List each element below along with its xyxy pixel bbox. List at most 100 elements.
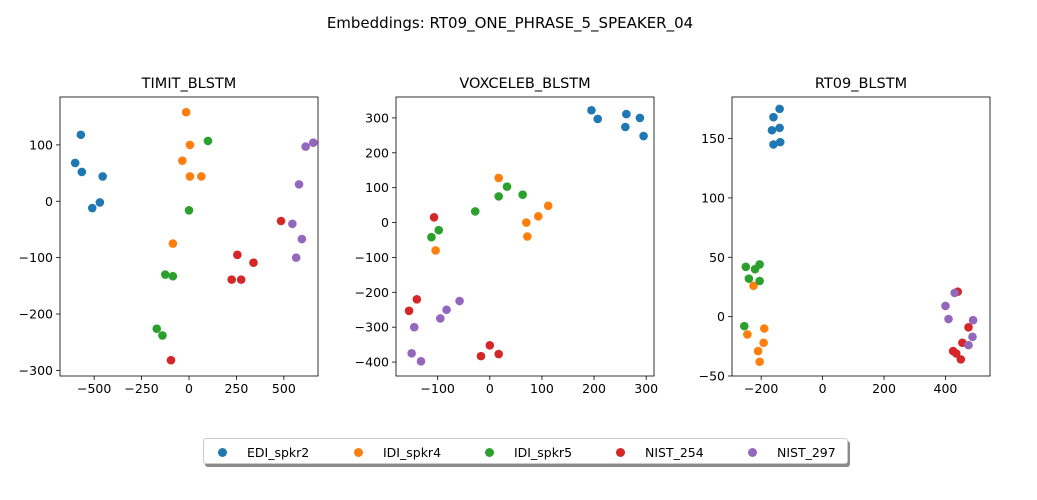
x-tick-label: 0 xyxy=(819,381,827,396)
scatter-point xyxy=(753,346,763,356)
legend-marker xyxy=(485,447,494,457)
scatter-point xyxy=(168,271,178,281)
scatter-point xyxy=(533,211,543,221)
scatter-point xyxy=(964,340,973,350)
scatter-point xyxy=(523,232,532,241)
x-tick-label: 250 xyxy=(224,381,248,396)
scatter-point xyxy=(185,172,195,181)
subplot-title: TIMIT_BLSTM xyxy=(141,76,237,92)
scatter-point xyxy=(77,167,87,177)
scatter-point xyxy=(288,219,297,229)
scatter-point xyxy=(769,112,778,122)
scatter-point xyxy=(184,205,194,215)
subplot-title: VOXCELEB_BLSTM xyxy=(459,76,590,92)
scatter-point xyxy=(412,294,422,304)
scatter-point xyxy=(416,357,426,366)
scatter-point xyxy=(968,332,977,342)
scatter-point xyxy=(233,250,242,260)
scatter-point xyxy=(476,351,486,361)
scatter-point xyxy=(749,281,758,291)
scatter-point xyxy=(185,140,195,150)
scatter-point xyxy=(743,330,752,339)
scatter-point xyxy=(76,130,86,140)
y-tick-label: 200 xyxy=(365,145,389,160)
y-tick-label: 0 xyxy=(45,194,53,209)
legend-marker xyxy=(616,447,625,457)
y-tick-label: 0 xyxy=(717,309,725,324)
x-tick-label: 300 xyxy=(634,381,658,396)
legend-item-idi-spkr4: IDI_spkr4 xyxy=(354,439,441,465)
scatter-point xyxy=(166,355,176,365)
scatter-point xyxy=(434,225,444,235)
scatter-point xyxy=(767,125,777,135)
scatter-point xyxy=(404,306,414,316)
legend-label: IDI_spkr4 xyxy=(383,444,442,460)
scatter-point xyxy=(236,275,246,284)
scatter-point xyxy=(744,274,754,283)
subplot-timit-blstm: TIMIT_BLSTM −500 −250 0 250 500 −300 −200 −100 0… xyxy=(19,76,319,396)
plot-frame xyxy=(731,96,991,377)
y-tick-label: 150 xyxy=(701,131,725,146)
scatter-point xyxy=(485,341,495,350)
scatter-point xyxy=(427,232,436,242)
legend-marker xyxy=(218,447,227,457)
y-tick-label: 0 xyxy=(381,215,389,230)
y-tick-label: 100 xyxy=(701,190,725,205)
y-tick-label: −200 xyxy=(19,307,53,322)
scatter-point xyxy=(587,105,596,115)
scatter-point xyxy=(152,324,162,333)
legend-item-edi-spkr2: EDI_spkr2 xyxy=(218,439,309,465)
scatter-point xyxy=(98,172,107,181)
scatter-point xyxy=(739,321,749,331)
x-tick-label: −500 xyxy=(77,381,111,396)
scatter-point xyxy=(494,349,503,359)
scatter-point xyxy=(622,109,631,119)
x-tick-label: 200 xyxy=(582,381,606,396)
scatter-point xyxy=(769,140,778,149)
scatter-point xyxy=(944,314,953,324)
scatter-point xyxy=(431,246,440,255)
scatter-point xyxy=(436,314,445,323)
x-tick-label: −200 xyxy=(744,381,778,396)
y-tick-label: −100 xyxy=(355,250,389,265)
scatter-point xyxy=(755,260,764,269)
scatter-point xyxy=(775,104,784,114)
scatter-point xyxy=(455,296,464,306)
scatter-point xyxy=(276,216,286,226)
scatter-point xyxy=(502,182,512,191)
subplot-title: RT09_BLSTM xyxy=(815,76,907,92)
y-tick-label: −300 xyxy=(19,363,53,378)
y-tick-label: 50 xyxy=(709,250,725,265)
x-tick-label: −250 xyxy=(124,381,158,396)
scatter-point xyxy=(950,288,959,298)
legend-label: NIST_254 xyxy=(645,444,704,460)
scatter-point xyxy=(968,315,978,325)
y-tick-label: −100 xyxy=(19,250,53,265)
figure-suptitle: Embeddings: RT09_ONE_PHRASE_5_SPEAKER_04 xyxy=(327,14,693,33)
scatter-point xyxy=(168,239,178,248)
scatter-point xyxy=(291,253,301,262)
y-tick-label: −200 xyxy=(355,285,389,300)
x-tick-label: 400 xyxy=(934,381,958,396)
plot-frame xyxy=(59,96,319,377)
scatter-point xyxy=(407,349,416,358)
scatter-point xyxy=(741,262,751,272)
scatter-point xyxy=(297,234,307,244)
y-tick-label: −300 xyxy=(355,320,389,335)
subplot-rt09-blstm: RT09_BLSTM −200 0 200 400 −50 0 50 100 150 xyxy=(699,76,991,396)
scatter-point xyxy=(593,114,603,124)
scatter-point xyxy=(494,192,503,201)
y-tick-label: 100 xyxy=(29,137,53,152)
scatter-point xyxy=(775,123,784,133)
scatter-point xyxy=(158,331,167,340)
scatter-point xyxy=(308,138,318,147)
scatter-point xyxy=(621,122,630,132)
plot-frame xyxy=(395,96,655,377)
x-tick-label: 0 xyxy=(185,381,193,396)
subplot-voxceleb-blstm: VOXCELEB_BLSTM −100 0 100 200 300 −400 −300 −20… xyxy=(355,76,659,396)
x-tick-label: 200 xyxy=(872,381,896,396)
legend-item-nist-297: NIST_297 xyxy=(748,439,836,465)
scatter-point xyxy=(543,201,553,211)
scatter-point xyxy=(518,190,527,199)
legend-marker xyxy=(748,447,757,457)
